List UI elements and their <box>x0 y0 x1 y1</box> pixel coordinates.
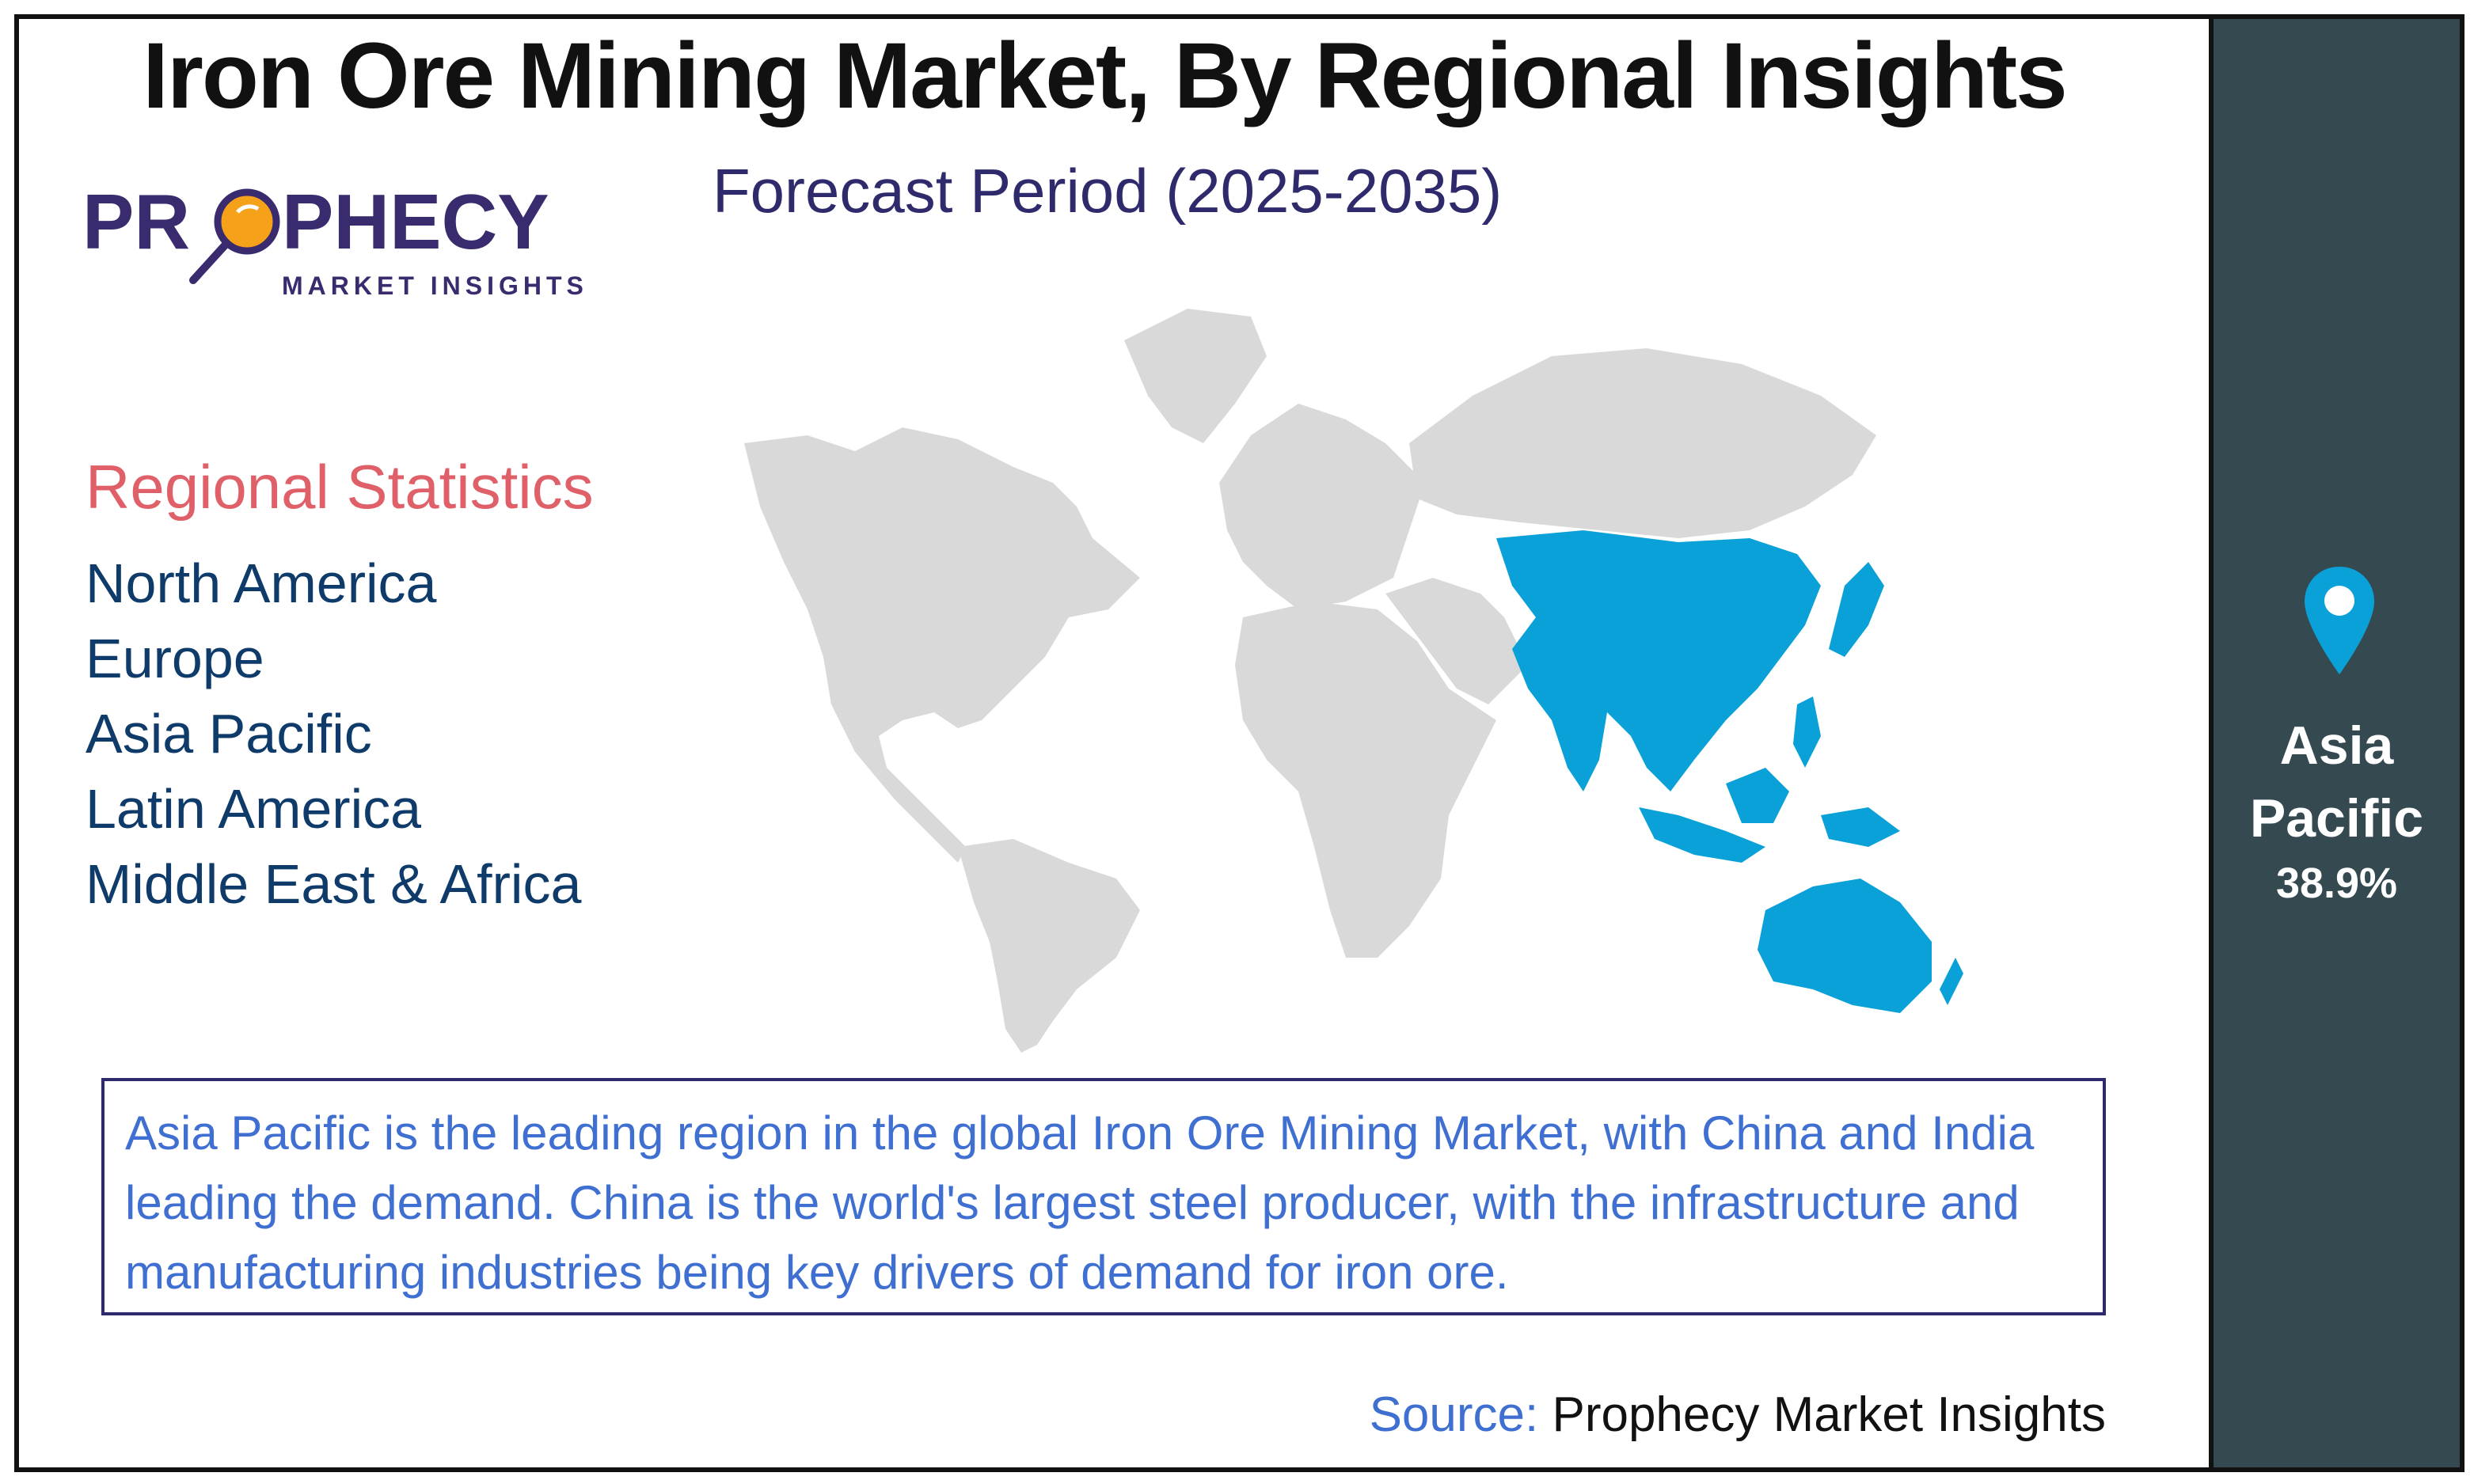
map-australia <box>1758 879 1932 1013</box>
logo-text-left: PR <box>82 182 190 265</box>
highlight-region-share: 38.9% <box>2275 860 2398 907</box>
region-item: North America <box>86 552 437 614</box>
highlight-region-line2: Pacific <box>2249 788 2424 848</box>
map-asia-pacific <box>1496 530 1821 791</box>
highlight-region-line1: Asia <box>2279 715 2394 776</box>
map-north-america <box>744 427 1140 863</box>
location-pin-icon <box>2305 567 2374 674</box>
infographic-frame <box>14 14 2464 1472</box>
region-item: Middle East & Africa <box>86 853 582 915</box>
page-title: Iron Ore Mining Market, By Regional Insi… <box>143 24 2068 128</box>
logo-text-right: PHECY <box>282 182 549 265</box>
source-label: Source: <box>1369 1387 1539 1442</box>
magnifying-glass-icon <box>189 188 280 284</box>
highlight-sidebar <box>2209 14 2464 1472</box>
source-line: Source: Prophecy Market Insights <box>1370 1387 2106 1443</box>
map-indonesia <box>1639 807 1765 863</box>
region-item: Latin America <box>86 778 422 840</box>
map-africa <box>1235 602 1496 958</box>
map-new-guinea <box>1821 807 1900 847</box>
map-new-zealand <box>1940 958 1963 1005</box>
highlight-region-name: Asia Pacific <box>2209 709 2464 855</box>
map-south-america <box>958 839 1140 1053</box>
regional-statistics-heading: Regional Statistics <box>86 452 594 522</box>
map-europe <box>1219 404 1425 609</box>
region-list: North America Europe Asia Pacific Latin … <box>86 546 581 922</box>
logo-tagline: MARKET INSIGHTS <box>282 271 588 300</box>
map-borneo <box>1726 768 1789 823</box>
map-middle-east <box>1385 578 1528 704</box>
map-philippines <box>1793 696 1821 768</box>
region-item: Europe <box>86 628 264 689</box>
world-map <box>744 309 1963 1053</box>
map-russia <box>1409 348 1876 538</box>
region-item: Asia Pacific <box>86 703 372 765</box>
map-greenland <box>1124 309 1267 443</box>
forecast-subtitle: Forecast Period (2025-2035) <box>713 156 1503 226</box>
map-japan <box>1829 562 1884 657</box>
description-box: Asia Pacific is the leading region in th… <box>101 1078 2106 1315</box>
source-value: Prophecy Market Insights <box>1552 1387 2106 1442</box>
company-logo: PR PHECY MARKET INSIGHTS <box>82 182 588 300</box>
